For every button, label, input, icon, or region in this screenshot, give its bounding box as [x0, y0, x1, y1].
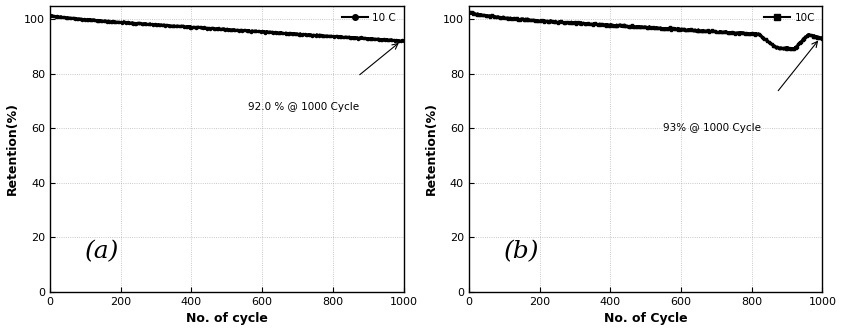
Legend: 10C: 10C	[762, 11, 818, 25]
X-axis label: No. of Cycle: No. of Cycle	[604, 312, 687, 325]
Text: 92.0 % @ 1000 Cycle: 92.0 % @ 1000 Cycle	[248, 102, 359, 112]
Text: 93% @ 1000 Cycle: 93% @ 1000 Cycle	[663, 123, 761, 133]
Text: (a): (a)	[85, 240, 120, 263]
Y-axis label: Retention(%): Retention(%)	[424, 102, 438, 195]
X-axis label: No. of cycle: No. of cycle	[186, 312, 268, 325]
Y-axis label: Retention(%): Retention(%)	[6, 102, 19, 195]
Legend: 10 C: 10 C	[340, 11, 398, 25]
Text: (b): (b)	[504, 240, 540, 263]
